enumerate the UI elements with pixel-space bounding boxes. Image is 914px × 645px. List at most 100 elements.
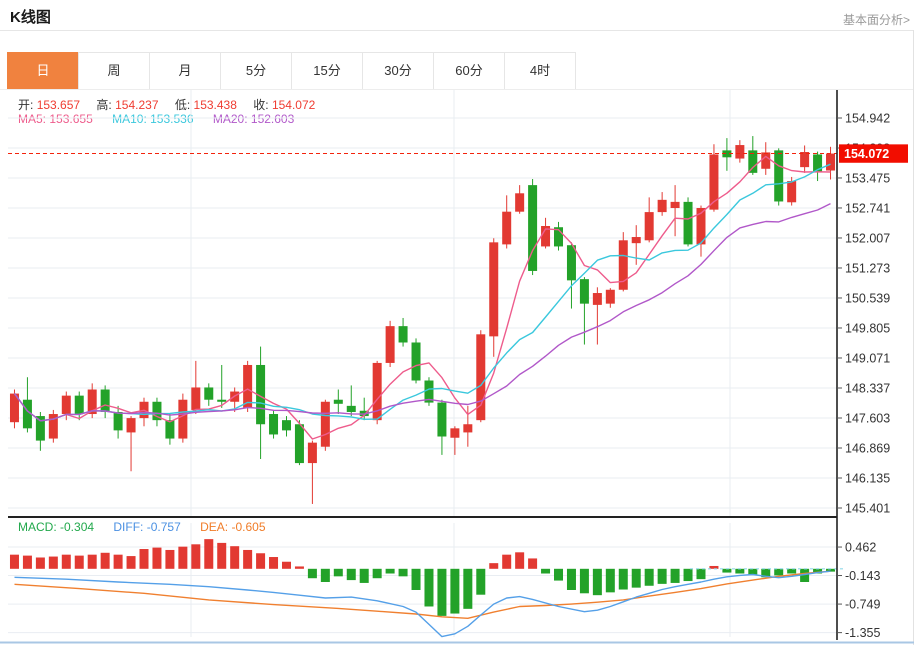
close-value: 154.072	[271, 98, 316, 112]
macd-bar	[87, 554, 97, 569]
close-label: 收:	[253, 98, 269, 112]
macd-bar	[761, 568, 771, 578]
macd-bar	[631, 568, 641, 588]
macd-bar	[385, 568, 395, 574]
fundamental-analysis-link[interactable]: 基本面分析>	[842, 13, 910, 27]
tab-month[interactable]: 月	[149, 52, 221, 90]
dea-value: DEA: -0.605	[200, 520, 266, 534]
candle	[709, 154, 719, 210]
axis-labels: 154.942154.208153.475152.741152.007151.2…	[837, 112, 890, 640]
macd-bar	[541, 568, 551, 574]
candle	[605, 289, 615, 304]
macd-bar	[333, 568, 343, 577]
axis-tick-label: 148.337	[845, 381, 890, 395]
macd-bar	[566, 568, 576, 590]
candle	[722, 150, 732, 158]
period-tabs: 日周月 5分 15分 30分 60分 4时	[7, 52, 576, 90]
macd-bar	[281, 561, 291, 569]
axis-tick-label: 151.273	[845, 261, 890, 275]
candle	[696, 208, 706, 245]
macd-bar	[372, 568, 382, 579]
macd-bar	[670, 568, 680, 583]
axis-tick-label: -0.143	[845, 569, 880, 583]
tab-60min[interactable]: 60分	[433, 52, 505, 90]
open-label: 开:	[18, 98, 34, 112]
candle	[644, 212, 654, 241]
macd-bar	[230, 546, 240, 569]
axis-tick-label: 146.135	[845, 471, 890, 485]
candle	[735, 145, 745, 159]
candle	[385, 326, 395, 363]
macd-bar	[165, 549, 175, 569]
macd-bar	[592, 568, 602, 596]
macd-bar	[204, 539, 214, 569]
macd-bar	[269, 557, 279, 569]
macd-bar	[800, 568, 810, 582]
candle	[450, 428, 460, 438]
chart-top-border	[0, 89, 914, 90]
candle	[683, 201, 693, 245]
candle	[35, 416, 45, 441]
macd-bar	[554, 568, 564, 581]
candles-layer	[9, 136, 836, 504]
candle	[269, 414, 279, 435]
price-tag-value: 154.072	[844, 147, 889, 161]
high-value: 154.237	[115, 98, 159, 112]
candle	[515, 193, 525, 212]
candle	[774, 150, 784, 202]
macd-bar	[657, 568, 667, 584]
axis-tick-label: 0.462	[845, 541, 876, 555]
low-value: 153.438	[193, 98, 237, 112]
macd-bar	[74, 555, 84, 569]
candle	[566, 245, 576, 281]
macd-readout: MACD: -0.304 DIFF: -0.757 DEA: -0.605	[18, 520, 266, 534]
candle	[528, 185, 538, 271]
low-label: 低:	[174, 98, 191, 112]
high-label: 高:	[96, 98, 112, 112]
candle	[320, 401, 330, 447]
candle	[502, 211, 512, 245]
candle	[541, 225, 551, 247]
candle	[100, 389, 110, 412]
axis-tick-label: 152.741	[845, 201, 890, 215]
tab-15min[interactable]: 15分	[291, 52, 363, 90]
macd-bar	[515, 552, 525, 569]
candle	[346, 405, 356, 412]
candle	[307, 442, 317, 464]
candle	[813, 154, 823, 173]
candle	[256, 364, 266, 425]
macd-bar	[359, 568, 369, 583]
axis-tick-label: 145.401	[845, 502, 890, 516]
ma10-readout: MA10: 153.536	[112, 112, 194, 126]
macd-bar	[709, 565, 719, 569]
candle	[243, 364, 253, 408]
candle	[579, 279, 589, 304]
ma5-readout: MA5: 153.655	[18, 112, 93, 126]
macd-bar	[424, 568, 434, 607]
candle	[826, 153, 836, 171]
macd-bar	[502, 554, 512, 569]
macd-bar	[9, 554, 19, 569]
tab-day[interactable]: 日	[7, 52, 79, 90]
candle	[9, 393, 19, 423]
macd-bar	[217, 542, 227, 569]
kline-chart[interactable]: 154.942154.208153.475152.741152.007151.2…	[0, 85, 914, 645]
macd-bar	[61, 554, 71, 569]
candle	[48, 414, 58, 439]
ma-lines	[13, 155, 831, 440]
page-title: K线图	[10, 9, 51, 26]
candle	[191, 387, 201, 410]
axis-tick-label: -1.355	[845, 626, 880, 640]
macd-bar	[826, 568, 836, 572]
axis-tick-label: 147.603	[845, 411, 890, 425]
ma20-line	[13, 202, 831, 422]
macd-bar	[644, 568, 654, 586]
ma-readout: MA5: 153.655 MA10: 153.536 MA20: 152.603	[18, 112, 294, 126]
open-value: 153.657	[36, 98, 81, 112]
candle	[87, 389, 97, 415]
macd-histogram	[9, 539, 836, 616]
axis-tick-label: 152.007	[845, 231, 890, 245]
axis-tick-label: 153.475	[845, 171, 890, 185]
macd-bar	[489, 563, 499, 569]
axis-tick-label: 149.805	[845, 321, 890, 335]
